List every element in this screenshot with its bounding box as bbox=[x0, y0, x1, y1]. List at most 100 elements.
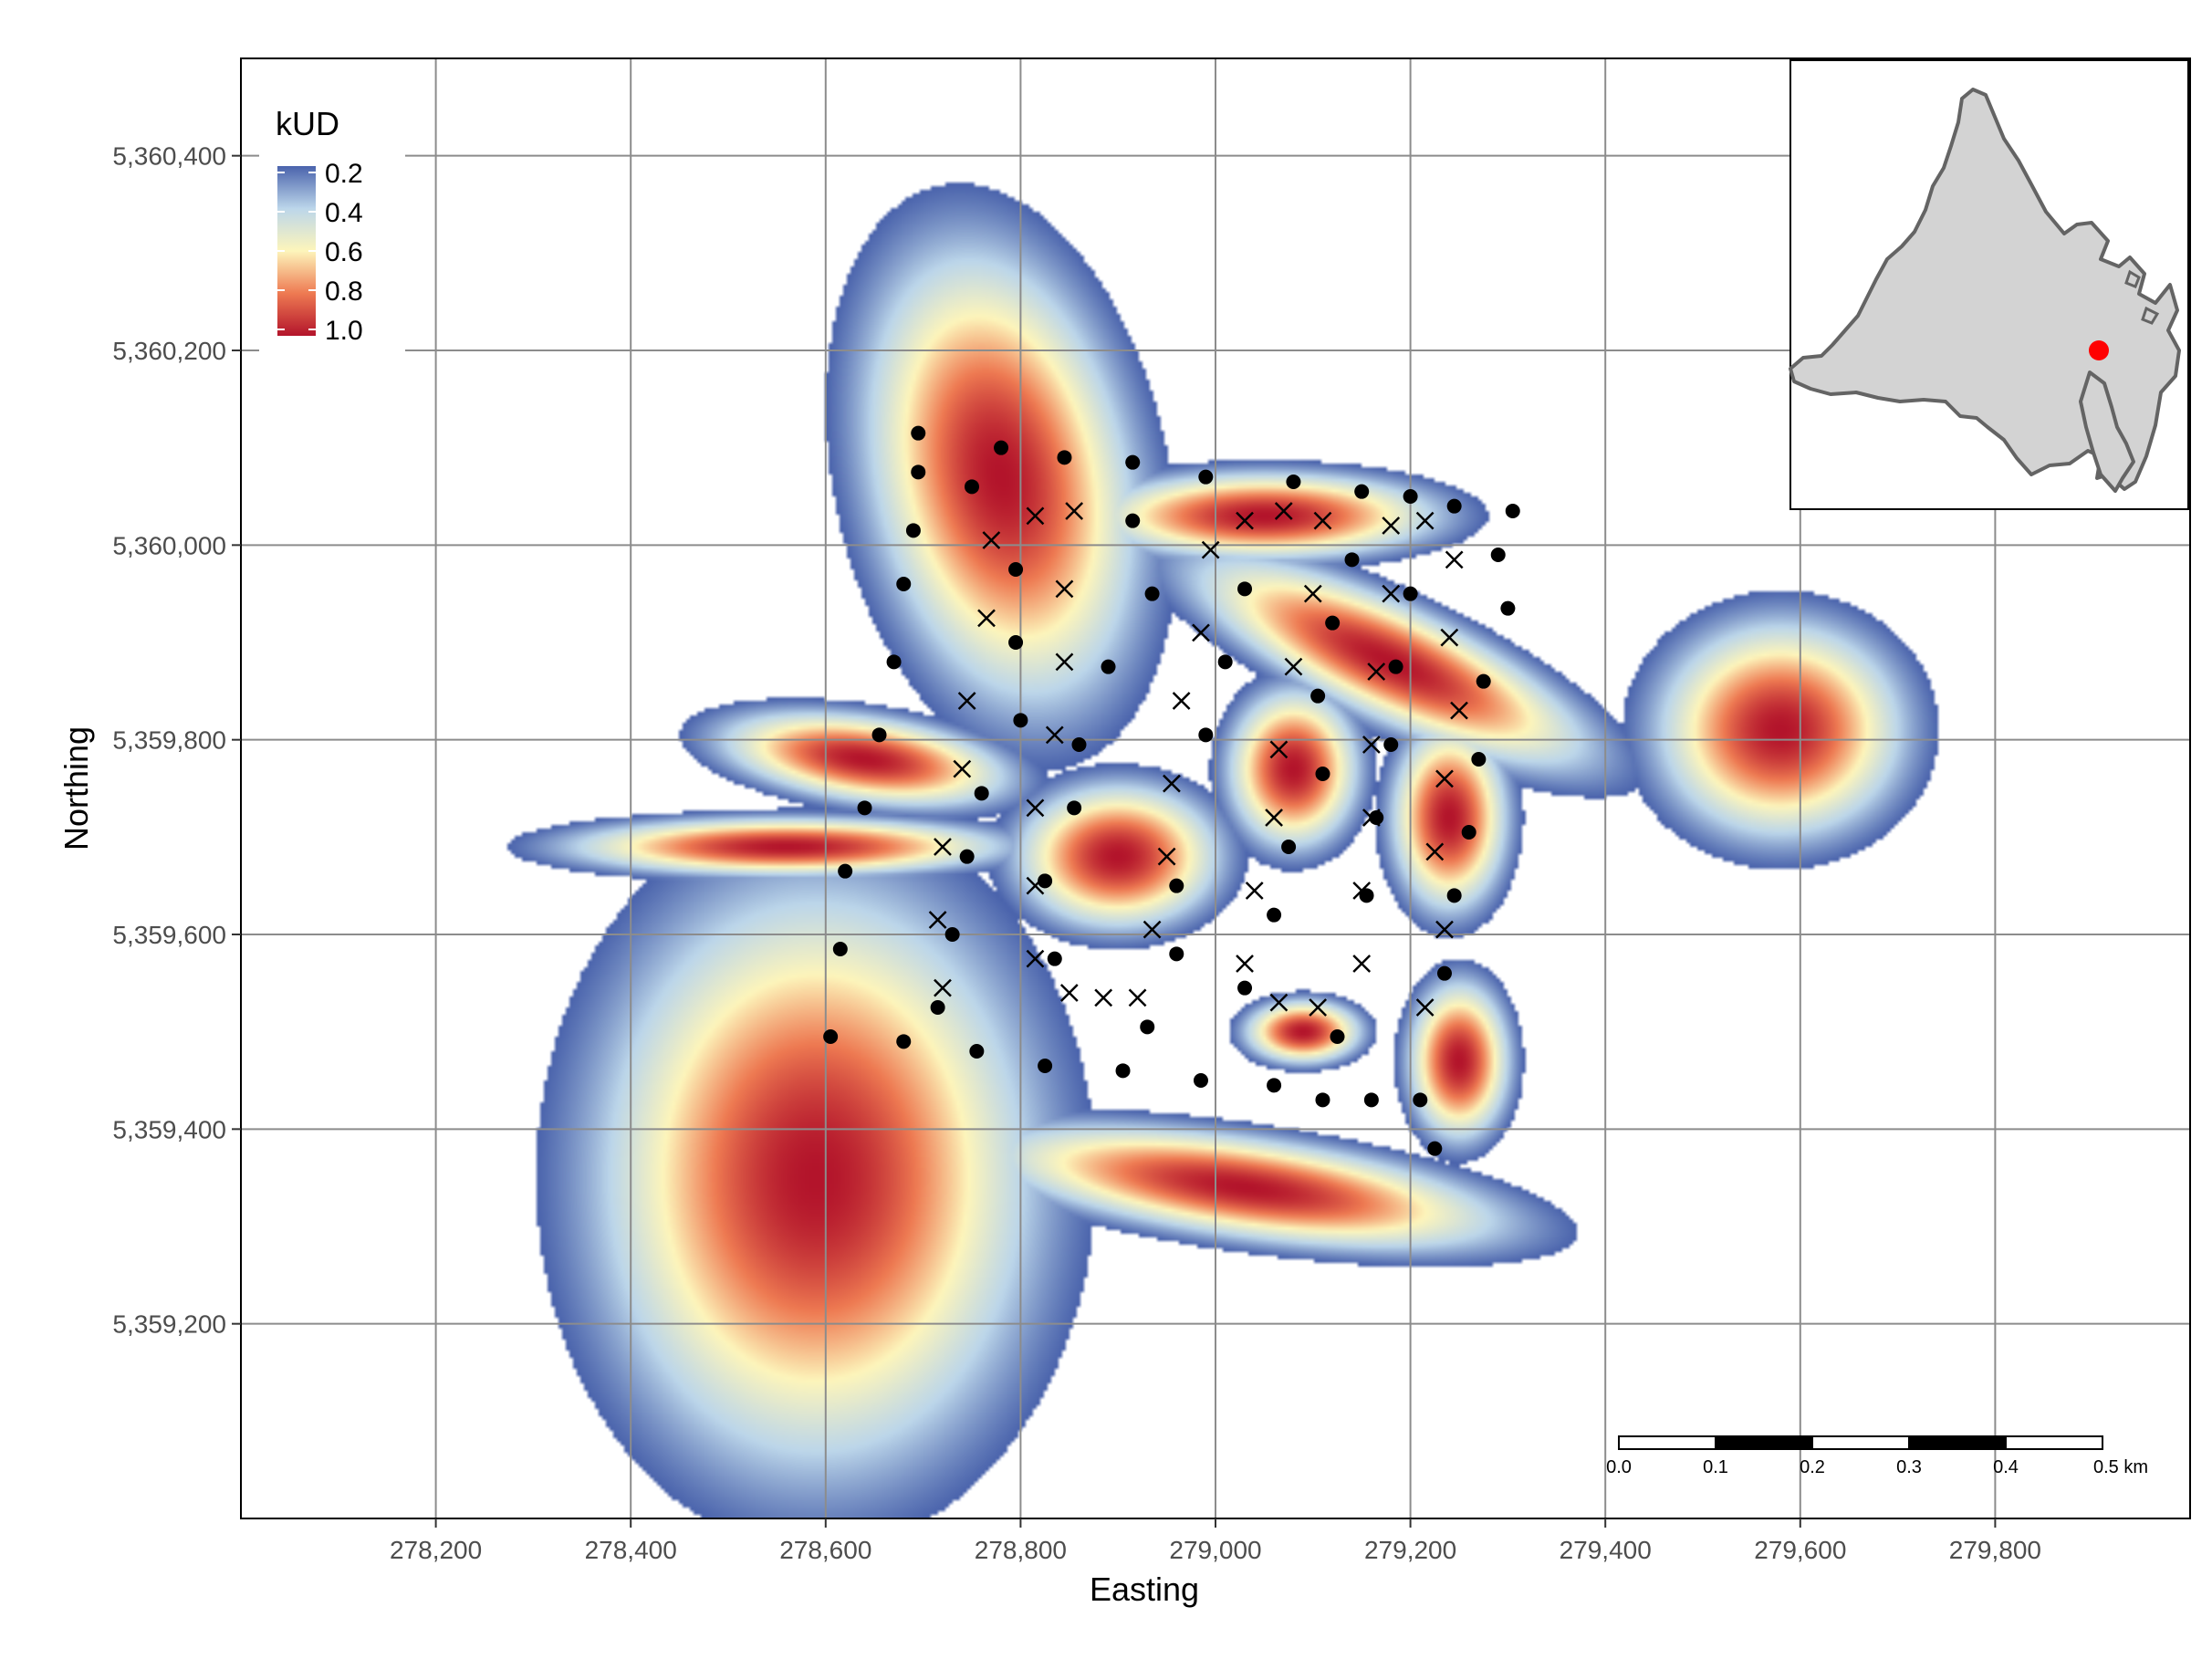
legend-label: 0.8 bbox=[325, 276, 363, 307]
relocation-dot bbox=[1057, 450, 1072, 465]
relocation-cross bbox=[1059, 984, 1079, 1002]
relocation-cross bbox=[1450, 701, 1468, 720]
relocation-cross bbox=[1415, 511, 1435, 530]
legend-title: kUD bbox=[276, 105, 339, 142]
relocation-cross bbox=[1352, 882, 1372, 900]
relocation-cross bbox=[1284, 657, 1303, 676]
y-tick-label: 5,360,400 bbox=[112, 142, 226, 171]
relocation-dot bbox=[965, 479, 979, 495]
relocation-cross bbox=[1269, 740, 1289, 759]
x-tick-label: 279,000 bbox=[1169, 1536, 1261, 1564]
inset-study-site-marker bbox=[2089, 340, 2109, 360]
relocation-cross bbox=[1382, 584, 1401, 603]
x-tick-label: 279,200 bbox=[1364, 1536, 1456, 1564]
inset-map bbox=[1789, 59, 2189, 510]
relocation-dot bbox=[969, 1044, 985, 1059]
relocation-dot bbox=[1310, 688, 1326, 704]
relocation-cross bbox=[1128, 988, 1147, 1007]
x-tick-label: 279,400 bbox=[1560, 1536, 1652, 1564]
relocation-cross bbox=[1313, 511, 1332, 530]
relocation-cross bbox=[1236, 955, 1254, 973]
relocation-dot bbox=[1267, 1078, 1282, 1093]
relocation-dot bbox=[1047, 951, 1062, 966]
relocation-cross bbox=[1274, 502, 1293, 520]
relocation-dot bbox=[944, 927, 960, 942]
relocation-cross bbox=[1157, 847, 1176, 866]
legend-label: 0.2 bbox=[325, 159, 363, 189]
relocation-cross bbox=[1055, 579, 1074, 599]
scale-bar-segment bbox=[1811, 1435, 1910, 1450]
y-tick-label: 5,360,200 bbox=[112, 337, 226, 365]
relocation-dot bbox=[1476, 673, 1491, 689]
relocation-cross bbox=[1172, 692, 1191, 710]
x-tick-label: 278,800 bbox=[975, 1536, 1067, 1564]
relocation-cross bbox=[1435, 920, 1454, 939]
relocation-dot bbox=[1038, 873, 1053, 889]
relocation-dot bbox=[974, 786, 989, 801]
relocation-dot bbox=[1008, 562, 1024, 577]
relocation-dot bbox=[1169, 946, 1184, 962]
relocation-cross bbox=[1065, 502, 1084, 520]
x-tick-label: 278,400 bbox=[585, 1536, 677, 1564]
scale-bar-segment bbox=[1715, 1435, 1813, 1450]
scale-bar-segment bbox=[2005, 1435, 2103, 1450]
relocation-dot bbox=[1363, 1092, 1379, 1108]
relocation-dot bbox=[1315, 767, 1330, 781]
relocation-dot bbox=[1237, 980, 1253, 996]
relocation-dot bbox=[886, 654, 902, 670]
relocation-dot bbox=[1101, 659, 1116, 674]
relocation-dot bbox=[1125, 454, 1141, 470]
relocation-cross bbox=[1236, 511, 1254, 530]
inset-island-shape bbox=[2124, 269, 2141, 288]
relocation-dot bbox=[1330, 1029, 1345, 1044]
x-tick-label: 278,600 bbox=[779, 1536, 871, 1564]
y-axis: 5,359,200 5,359,400 5,359,600 5,359,800 5,36… bbox=[112, 142, 241, 1339]
inset-newfoundland-shape bbox=[1789, 88, 2181, 491]
relocation-cross bbox=[934, 978, 952, 997]
relocation-dot bbox=[1383, 737, 1399, 752]
legend-label: 0.6 bbox=[325, 237, 363, 267]
relocation-dot bbox=[838, 863, 853, 879]
y-axis-title: Northing bbox=[57, 726, 95, 850]
scale-bar-label: 0.4 bbox=[1993, 1457, 2019, 1477]
relocation-dot bbox=[1193, 1073, 1208, 1088]
scale-bar-segment bbox=[1908, 1435, 2007, 1450]
relocation-dot bbox=[1071, 737, 1087, 752]
legend-ticks: 0.2 0.4 0.6 0.8 1.0 bbox=[277, 159, 363, 346]
relocation-dot bbox=[1140, 1019, 1155, 1035]
relocation-cross bbox=[1269, 993, 1289, 1012]
relocation-cross bbox=[1026, 949, 1045, 968]
relocation-cross bbox=[1055, 652, 1074, 672]
inset-avalon-shape bbox=[2079, 370, 2135, 493]
relocation-dot bbox=[823, 1029, 839, 1044]
relocation-dot bbox=[1286, 475, 1301, 489]
x-axis: 278,200 278,400 278,600 278,800 279,000 279,2… bbox=[390, 1518, 2041, 1564]
relocation-cross bbox=[1362, 809, 1381, 827]
relocation-dot bbox=[1403, 586, 1418, 601]
scale-bar-label: 0.1 bbox=[1703, 1457, 1728, 1477]
legend-label: 0.4 bbox=[325, 198, 363, 228]
relocation-dot bbox=[1125, 513, 1141, 528]
relocation-cross bbox=[1367, 663, 1386, 681]
relocation-dot bbox=[1169, 878, 1184, 893]
relocation-dot bbox=[1144, 586, 1160, 601]
relocation-dot bbox=[1436, 965, 1452, 981]
x-tick-label: 279,800 bbox=[1949, 1536, 2041, 1564]
relocation-dot bbox=[1403, 489, 1418, 504]
scale-bar-label: 0.3 bbox=[1896, 1457, 1922, 1477]
relocation-dot bbox=[1369, 810, 1384, 825]
relocation-dot bbox=[1067, 800, 1082, 816]
relocation-dot bbox=[832, 942, 848, 956]
y-tick-label: 5,359,800 bbox=[112, 726, 226, 755]
relocation-cross bbox=[1382, 516, 1401, 535]
scale-bar-label: 0.0 bbox=[1606, 1457, 1632, 1477]
relocation-dot bbox=[1198, 469, 1214, 485]
y-tick-label: 5,359,200 bbox=[112, 1310, 226, 1339]
relocation-dot bbox=[1325, 615, 1341, 631]
relocation-dot bbox=[1471, 752, 1487, 767]
y-tick-label: 5,359,600 bbox=[112, 921, 226, 949]
relocation-dot bbox=[857, 800, 872, 816]
relocation-cross bbox=[1192, 623, 1210, 642]
relocation-dot bbox=[1490, 548, 1506, 562]
relocation-dot bbox=[1413, 1092, 1428, 1108]
